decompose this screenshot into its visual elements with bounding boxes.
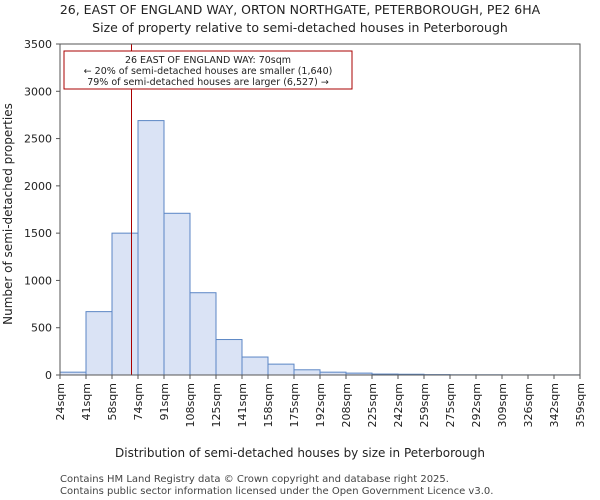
x-tick-label: 58sqm: [106, 383, 119, 420]
bar-175sqm: [293, 369, 321, 376]
y-tick-label: 1500: [24, 227, 52, 240]
bar-108sqm: [189, 292, 217, 376]
x-axis-ticks: 24sqm 41sqm 58sqm 74sqm 91sqm 108sqm 125sqm 141…: [54, 375, 587, 427]
footer-line2: Contains public sector information licen…: [60, 486, 493, 497]
bars-group: [59, 120, 581, 376]
y-tick-label: 2000: [24, 180, 52, 193]
x-tick-label: 342sqm: [548, 383, 561, 427]
footer-line1: Contains HM Land Registry data © Crown c…: [60, 474, 449, 485]
chart-title-line1: 26, EAST OF ENGLAND WAY, ORTON NORTHGATE…: [60, 2, 541, 17]
y-tick-label: 1000: [24, 274, 52, 287]
plot-frame: [59, 43, 581, 376]
x-tick-label: 309sqm: [496, 383, 509, 427]
annotation-line1: 26 EAST OF ENGLAND WAY: 70sqm: [125, 55, 291, 66]
x-tick-label: 242sqm: [392, 383, 405, 427]
annotation-box: 26 EAST OF ENGLAND WAY: 70sqm ← 20% of s…: [63, 50, 353, 90]
x-tick-label: 41sqm: [80, 383, 93, 420]
annotation-line3: 79% of semi-detached houses are larger (…: [87, 77, 329, 88]
bar-74sqm: [137, 120, 165, 376]
x-tick-label: 225sqm: [366, 383, 379, 427]
y-tick-label: 2500: [24, 133, 52, 146]
bar-41sqm: [85, 311, 113, 376]
x-tick-label: 141sqm: [236, 383, 249, 427]
x-tick-label: 208sqm: [340, 383, 353, 427]
x-tick-label: 74sqm: [132, 383, 145, 420]
x-tick-label: 24sqm: [54, 383, 67, 420]
y-axis-label: Number of semi-detached properties: [1, 103, 15, 325]
bar-91sqm: [163, 212, 191, 376]
x-tick-label: 91sqm: [158, 383, 171, 420]
x-tick-label: 108sqm: [184, 383, 197, 427]
x-tick-label: 125sqm: [210, 383, 223, 427]
x-tick-label: 292sqm: [470, 383, 483, 427]
y-tick-label: 500: [31, 322, 52, 335]
bar-158sqm: [267, 363, 295, 376]
y-axis-ticks: 0 500 1000 1500 2000 2500 3000 3500: [24, 38, 60, 382]
y-tick-label: 3500: [24, 38, 52, 51]
x-axis-label: Distribution of semi-detached houses by …: [115, 446, 485, 460]
annotation-frame: [63, 50, 353, 90]
x-tick-label: 275sqm: [444, 383, 457, 427]
y-tick-label: 0: [45, 369, 52, 382]
x-tick-label: 359sqm: [574, 383, 587, 427]
bar-125sqm: [215, 339, 243, 376]
chart-title-line2: Size of property relative to semi-detach…: [92, 20, 508, 35]
bar-58sqm: [111, 232, 139, 376]
x-tick-label: 326sqm: [522, 383, 535, 427]
annotation-line2: ← 20% of semi-detached houses are smalle…: [84, 66, 333, 77]
x-tick-label: 259sqm: [418, 383, 431, 427]
bar-141sqm: [241, 356, 269, 376]
y-tick-label: 3000: [24, 85, 52, 98]
x-tick-label: 192sqm: [314, 383, 327, 427]
x-tick-label: 158sqm: [262, 383, 275, 427]
x-tick-label: 175sqm: [288, 383, 301, 427]
